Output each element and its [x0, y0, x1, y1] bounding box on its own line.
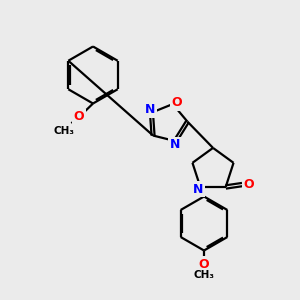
- Text: N: N: [145, 103, 155, 116]
- Text: O: O: [243, 178, 254, 191]
- Text: N: N: [193, 183, 203, 196]
- Text: N: N: [170, 138, 181, 151]
- Text: O: O: [199, 257, 209, 271]
- Text: CH₃: CH₃: [194, 270, 214, 280]
- Text: O: O: [171, 96, 182, 109]
- Text: CH₃: CH₃: [53, 125, 74, 136]
- Text: O: O: [73, 110, 84, 124]
